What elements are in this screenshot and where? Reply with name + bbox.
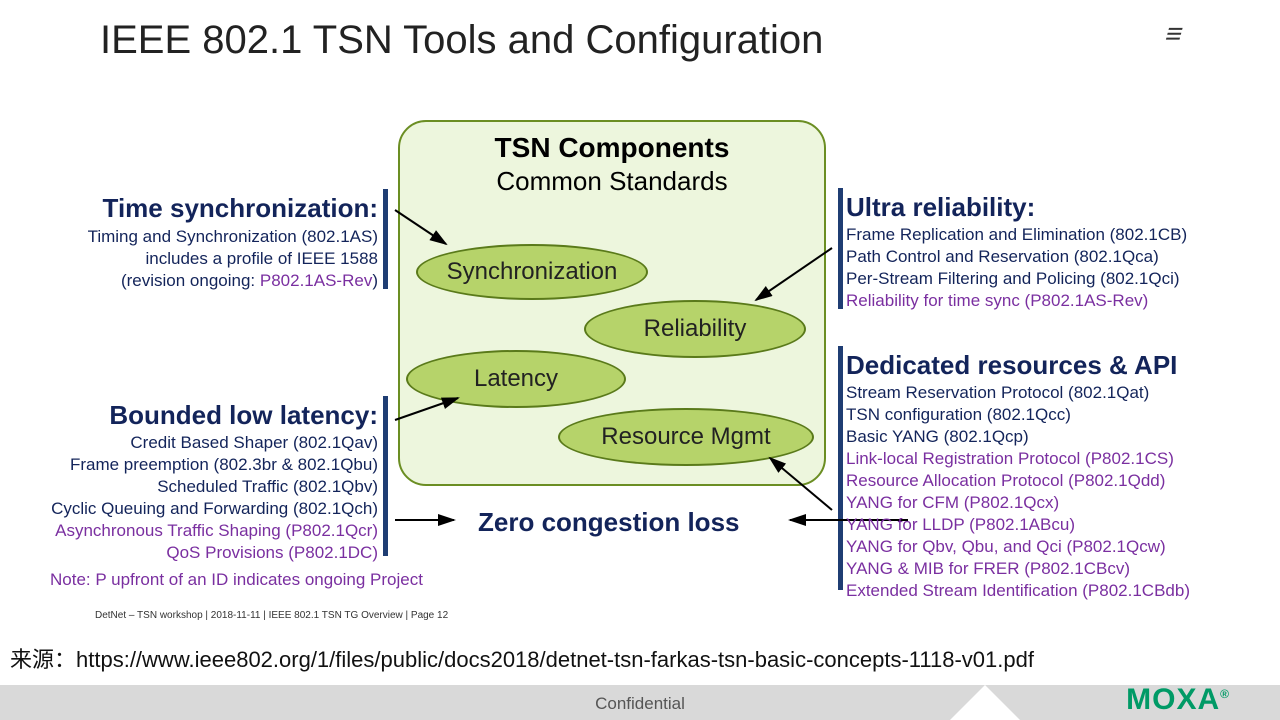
zero-congestion-label: Zero congestion loss [478,507,740,538]
body-line: Extended Stream Identification (P802.1CB… [846,580,1190,602]
bar-resources [838,346,843,590]
box-title-1: TSN Components [400,132,824,164]
footer-notch-icon [950,685,1020,720]
slide-title: IEEE 802.1 TSN Tools and Configuration [100,18,823,63]
ellipse-lat-label: Latency [474,365,558,393]
body-line: Per-Stream Filtering and Policing (802.1… [846,268,1187,290]
bar-latency [383,396,388,556]
body-line: Path Control and Reservation (802.1Qca) [846,246,1187,268]
body-line: Scheduled Traffic (802.1Qbv) [51,476,378,498]
body-line: Stream Reservation Protocol (802.1Qat) [846,382,1190,404]
body-line: includes a profile of IEEE 1588 [88,248,378,270]
body-line: (revision ongoing: P802.1AS-Rev) [88,270,378,292]
bar-timesync [383,189,388,289]
body-line: Resource Allocation Protocol (P802.1Qdd) [846,470,1190,492]
body-reliability: Frame Replication and Elimination (802.1… [846,224,1187,312]
ellipse-latency: Latency [406,350,626,408]
source-line: 来源：https://www.ieee802.org/1/files/publi… [10,642,1034,674]
body-line: Credit Based Shaper (802.1Qav) [51,432,378,454]
ellipse-resource-mgmt: Resource Mgmt [558,408,814,466]
body-line: Basic YANG (802.1Qcp) [846,426,1190,448]
body-line: YANG for CFM (P802.1Qcx) [846,492,1190,514]
body-line: YANG for LLDP (P802.1ABcu) [846,514,1190,536]
body-line: Asynchronous Traffic Shaping (P802.1Qcr) [51,520,378,542]
source-url: https://www.ieee802.org/1/files/public/d… [76,647,1034,672]
heading-resources: Dedicated resources & API [846,350,1177,381]
body-line: Frame Replication and Elimination (802.1… [846,224,1187,246]
source-label: 来源： [10,647,76,672]
ellipse-reliability: Reliability [584,300,806,358]
ellipse-sync-label: Synchronization [447,258,618,286]
body-latency: Credit Based Shaper (802.1Qav)Frame pree… [51,432,378,564]
bar-reliability [838,188,843,309]
body-line: Reliability for time sync (P802.1AS-Rev) [846,290,1187,312]
heading-timesync: Time synchronization: [103,193,378,224]
body-line: Link-local Registration Protocol (P802.1… [846,448,1190,470]
slide: IEEE 802.1 TSN Tools and Configuration ≡… [0,0,1280,720]
heading-reliability: Ultra reliability: [846,192,1035,223]
body-line: YANG for Qbv, Qbu, and Qci (P802.1Qcw) [846,536,1190,558]
box-title-2: Common Standards [400,166,824,197]
footer-small: DetNet – TSN workshop | 2018-11-11 | IEE… [95,610,448,621]
body-timesync: Timing and Synchronization (802.1AS)incl… [88,226,378,292]
confidential-label: Confidential [0,694,1280,714]
note-project: Note: P upfront of an ID indicates ongoi… [50,570,423,590]
ericsson-logo-icon: ≡ [1161,18,1184,50]
body-line: Timing and Synchronization (802.1AS) [88,226,378,248]
body-line: QoS Provisions (P802.1DC) [51,542,378,564]
body-line: YANG & MIB for FRER (P802.1CBcv) [846,558,1190,580]
moxa-logo: MOXA® [1126,683,1230,717]
heading-latency: Bounded low latency: [109,400,378,431]
body-line: Cyclic Queuing and Forwarding (802.1Qch) [51,498,378,520]
ellipse-reli-label: Reliability [644,315,747,343]
ellipse-synchronization: Synchronization [416,244,648,300]
body-resources: Stream Reservation Protocol (802.1Qat)TS… [846,382,1190,602]
ellipse-rmgmt-label: Resource Mgmt [601,423,770,451]
body-line: TSN configuration (802.1Qcc) [846,404,1190,426]
body-line: Frame preemption (802.3br & 802.1Qbu) [51,454,378,476]
moxa-text: MOXA [1126,683,1220,716]
